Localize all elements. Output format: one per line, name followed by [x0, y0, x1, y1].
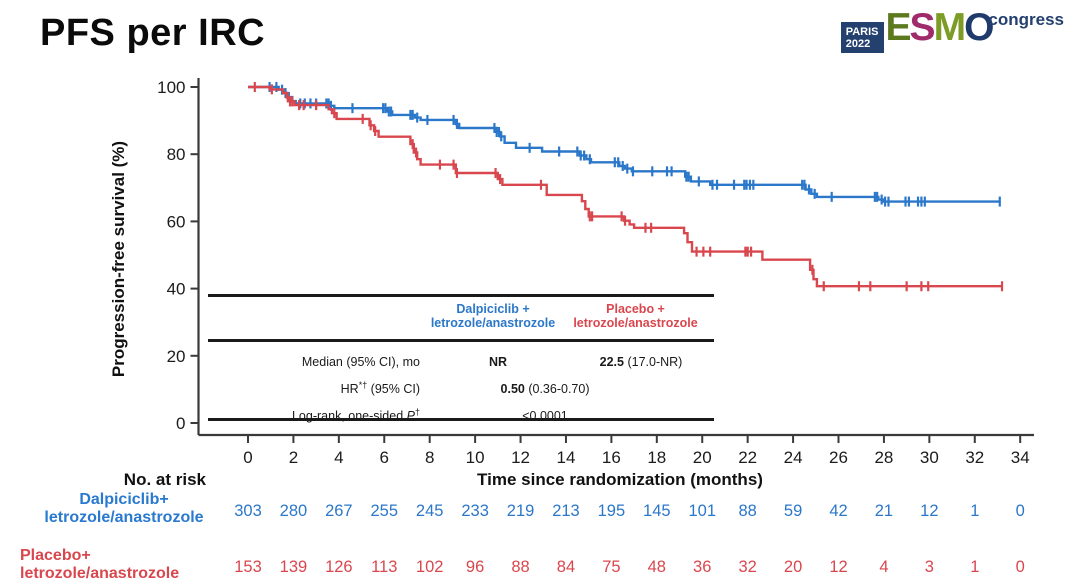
risk-label-dalpiciclib: Dalpiciclib+ letrozole/anastrozole: [44, 491, 204, 526]
x-axis-ticks: 0 2 4 6 8 10 12 14 16 18 20 22 24 26 28 30 32 34: [243, 435, 1030, 467]
esmo-letter: E: [885, 6, 912, 49]
risk-count: 303: [234, 502, 262, 520]
risk-count: 101: [688, 502, 716, 520]
risk-count: 12: [920, 502, 939, 520]
axes: [197, 78, 1034, 437]
stats-inset-table: Dalpiciclib + letrozole/anastrozole Plac…: [208, 294, 714, 423]
stats-logrank-p-value: <0.0001: [522, 409, 568, 423]
km-curve-placebo: [248, 82, 1004, 292]
x-tick-label: 8: [425, 448, 434, 467]
km-step-path: [248, 85, 1000, 203]
esmo-letter: O: [964, 6, 994, 49]
x-tick-label: 32: [965, 448, 984, 467]
risk-count: 245: [415, 502, 444, 520]
risk-count: 96: [465, 558, 485, 576]
risk-count: 113: [371, 558, 398, 576]
risk-count: 3: [924, 558, 934, 576]
stats-col2-header: Placebo + letrozole/anastrozole: [573, 302, 698, 330]
x-tick-label: 26: [829, 448, 848, 467]
no-at-risk-heading: No. at risk: [123, 470, 206, 489]
y-tick-label: 60: [167, 212, 186, 231]
x-tick-label: 6: [380, 448, 389, 467]
x-tick-label: 28: [874, 448, 893, 467]
y-tick-label: 0: [176, 414, 185, 433]
risk-count: 59: [783, 502, 803, 520]
risk-count: 75: [602, 558, 621, 576]
risk-count: 0: [1015, 502, 1025, 520]
esmo-wordmark: ESMO: [885, 6, 995, 49]
risk-count: 219: [506, 502, 535, 520]
y-tick-label: 80: [167, 145, 186, 164]
x-tick-label: 24: [784, 448, 803, 467]
logo-year-text: 2022: [845, 38, 871, 50]
page-title: PFS per IRC: [40, 12, 266, 54]
esmo-congress-logo: PARIS 2022 ESMO congress: [840, 6, 1064, 53]
risk-count: 267: [325, 502, 353, 520]
logo-paris-text: PARIS: [845, 26, 879, 38]
stats-hr-value: 0.50 (0.36-0.70): [500, 382, 590, 396]
risk-count: 153: [234, 558, 262, 576]
x-tick-label: 4: [334, 448, 343, 467]
risk-count: 84: [556, 558, 576, 576]
risk-count: 48: [647, 558, 666, 576]
esmo-letter: S: [909, 6, 936, 49]
x-tick-label: 30: [920, 448, 939, 467]
risk-count: 1: [970, 502, 980, 520]
risk-count: 0: [1015, 558, 1025, 576]
esmo-paris-2022-badge: PARIS 2022: [840, 22, 884, 53]
stats-median-dalpiciclib: NR: [488, 355, 508, 369]
table-header-separator: [208, 339, 714, 342]
km-curve-dalpiciclib: [248, 82, 1001, 207]
risk-count: 88: [511, 558, 530, 576]
x-tick-label: 22: [738, 448, 757, 467]
y-tick-label: 40: [167, 280, 186, 299]
x-tick-label: 12: [511, 448, 530, 467]
risk-label-placebo: Placebo+ letrozole/anastrozole: [20, 547, 180, 582]
stats-row-hr-label: HR*† (95% CI): [340, 379, 420, 396]
risk-count: 1: [970, 558, 980, 576]
y-tick-label: 100: [157, 78, 185, 97]
risk-count: 233: [461, 502, 489, 520]
x-tick-label: 2: [289, 448, 298, 467]
x-tick-label: 20: [693, 448, 712, 467]
x-axis-title: Time since randomization (months): [477, 470, 763, 489]
stats-row-median-label: Median (95% CI), mo: [301, 355, 420, 369]
x-tick-label: 18: [647, 448, 666, 467]
risk-count: 42: [829, 502, 848, 520]
esmo-letter: M: [933, 6, 966, 49]
stats-col1-header: Dalpiciclib + letrozole/anastrozole: [430, 302, 556, 330]
x-tick-label: 10: [466, 448, 485, 467]
risk-count: 21: [874, 502, 894, 520]
y-tick-label: 20: [167, 347, 186, 366]
risk-count: 255: [370, 502, 399, 520]
risk-count: 280: [279, 502, 308, 520]
km-step-path: [248, 85, 1002, 288]
risk-count: 4: [879, 558, 889, 576]
risk-count: 213: [552, 502, 580, 520]
risk-count: 145: [643, 502, 671, 520]
x-tick-label: 34: [1011, 448, 1030, 467]
logo-congress-text: congress: [988, 10, 1064, 29]
x-tick-label: 16: [602, 448, 621, 467]
risk-count: 32: [738, 558, 757, 576]
stats-row-logrank-label: Log-rank, one-sided P†: [291, 406, 420, 423]
x-tick-label: 14: [557, 448, 576, 467]
risk-count: 139: [279, 558, 308, 576]
risk-count: 126: [325, 558, 353, 576]
risk-count: 102: [415, 558, 444, 576]
risk-count: 88: [738, 502, 757, 520]
y-axis-ticks: 0 20 40 60 80 100: [157, 78, 199, 433]
risk-count: 195: [597, 502, 626, 520]
risk-count: 12: [829, 558, 848, 576]
risk-count: 20: [783, 558, 803, 576]
stats-median-placebo: 22.5 (17.0-NR): [599, 355, 683, 369]
x-tick-label: 0: [243, 448, 252, 467]
risk-count: 36: [693, 558, 712, 576]
